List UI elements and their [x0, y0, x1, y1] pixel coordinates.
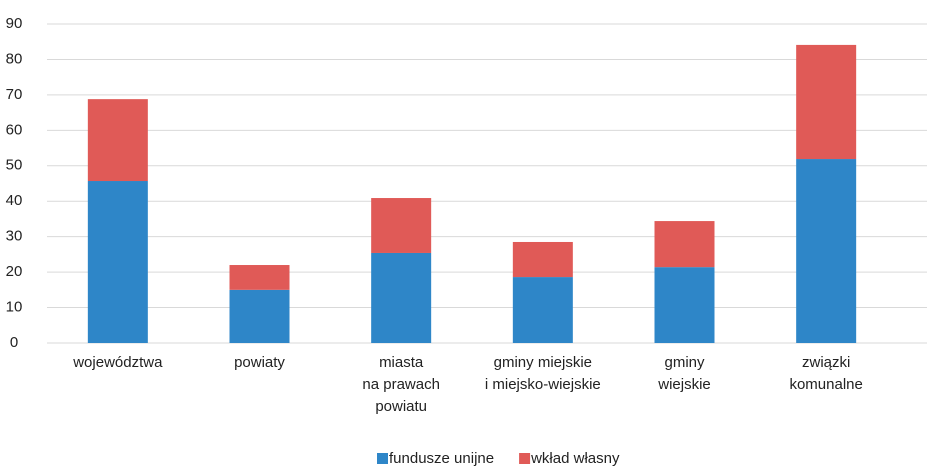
legend-swatch	[377, 453, 388, 464]
bar-segment	[229, 265, 290, 290]
legend-label: fundusze unijne	[389, 450, 494, 466]
bar-segment	[87, 99, 148, 182]
bar-segment	[654, 267, 715, 343]
bar-segment	[796, 44, 857, 160]
y-tick-label: 70	[6, 86, 23, 103]
x-tick-label: gminy wiejskie	[657, 354, 711, 393]
x-tick-label: powiaty	[234, 354, 285, 371]
y-tick-label: 60	[6, 121, 23, 138]
bar-segment	[512, 277, 573, 343]
y-tick-label: 0	[10, 334, 18, 351]
x-tick-label: gminy miejskie i miejsko-wiejskie	[485, 354, 601, 393]
bar-segment	[512, 241, 573, 278]
x-tick-label: związki komunalne	[789, 354, 862, 393]
y-tick-label: 80	[6, 50, 23, 67]
x-tick-label: miasta na prawach powiatu	[362, 354, 440, 415]
legend-label: wkład własny	[530, 450, 620, 466]
legend-swatch	[519, 453, 531, 464]
bar-segment	[371, 252, 432, 343]
bar-segment	[654, 221, 715, 268]
y-tick-label: 40	[6, 192, 23, 209]
bar-segment	[229, 289, 290, 343]
y-tick-label: 50	[6, 157, 23, 174]
y-tick-label: 30	[6, 228, 23, 245]
y-tick-label: 20	[6, 263, 23, 280]
bar-segment	[371, 198, 432, 253]
y-tick-label: 10	[6, 299, 23, 316]
bar-segment	[796, 159, 857, 343]
y-tick-label: 90	[6, 15, 23, 32]
bar-segment	[87, 181, 148, 343]
x-tick-label: województwa	[72, 354, 163, 371]
